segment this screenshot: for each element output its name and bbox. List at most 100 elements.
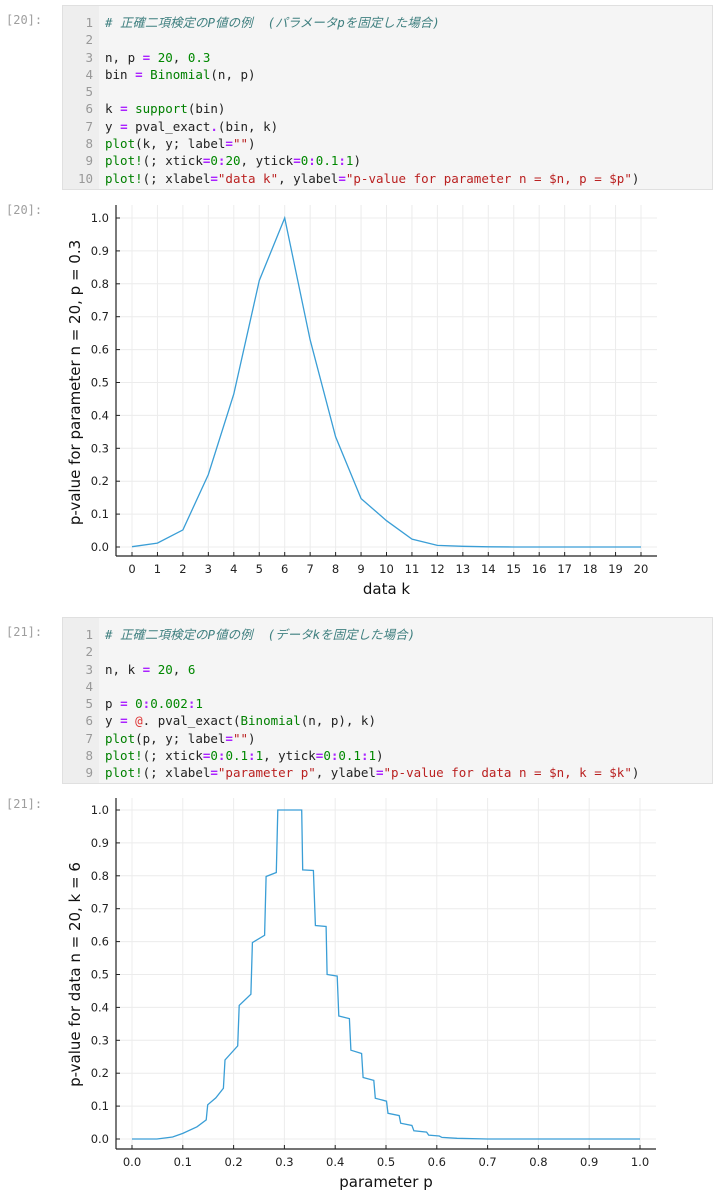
x-tick-label: 5 xyxy=(256,562,263,576)
code-token: = xyxy=(120,713,128,729)
x-tick-label: 2 xyxy=(179,562,186,576)
code-token: ) xyxy=(631,765,640,781)
code-line: 4 xyxy=(63,678,712,695)
code-token: "p-value for parameter n = $n, p = $p" xyxy=(345,170,632,186)
y-tick-label: 0.0 xyxy=(91,1132,109,1146)
code-token: , xyxy=(172,49,188,65)
code-line: 2 xyxy=(63,643,712,660)
code-token: n, p xyxy=(105,49,143,65)
x-tick-label: 0 xyxy=(128,562,135,576)
code-token: 0 xyxy=(210,153,218,169)
code-token: = xyxy=(375,765,384,781)
code-token: , xyxy=(172,661,188,677)
line-number: 4 xyxy=(85,66,93,82)
code-token: : xyxy=(142,696,151,712)
input-prompt: [20]: xyxy=(6,13,43,27)
line-number: 2 xyxy=(85,32,93,48)
code-token: y xyxy=(105,118,121,134)
code-token: ) xyxy=(248,730,256,746)
code-token: 1 xyxy=(345,153,354,169)
x-axis-label: data k xyxy=(363,580,411,598)
code-line: 9 plot!(; xlabel="parameter p", ylabel="p… xyxy=(63,764,712,781)
plot-output: 0.0 0.1 0.2 0.3 0.4 0.5 0.6 0.7 0.8 0.9 1.0 0.0 0.1 0… xyxy=(66,798,656,1191)
x-tick-label: 12 xyxy=(430,562,445,576)
x-tick-label: 17 xyxy=(557,562,572,576)
code-token: ) xyxy=(631,170,640,186)
code-token: (; xlabel xyxy=(142,765,211,781)
x-tick-label: 18 xyxy=(583,562,598,576)
x-axis-label: parameter p xyxy=(339,1173,432,1191)
y-tick-label: 0.4 xyxy=(91,408,109,422)
code-token: : xyxy=(338,153,346,169)
code-token: 0 xyxy=(210,748,218,764)
x-tick-label: 19 xyxy=(608,562,623,576)
code-token: = xyxy=(210,765,218,781)
y-tick-label: 0.2 xyxy=(91,1066,109,1080)
code-cell[interactable]: 1 # 正確二項検定のP値の例 (パラメータpを固定した場合) 2 3 n, p = 2… xyxy=(62,5,713,190)
code-token xyxy=(128,101,136,116)
x-tick-label: 3 xyxy=(205,562,212,576)
x-tick-label: 15 xyxy=(506,562,521,576)
code-token xyxy=(150,662,158,677)
code-token: @ xyxy=(135,713,143,729)
code-token: Binomial xyxy=(150,66,211,82)
code-token: 20 xyxy=(225,153,241,169)
code-token: = xyxy=(142,49,151,65)
code-token: : xyxy=(187,696,196,712)
line-number: 6 xyxy=(85,713,93,729)
code-cell[interactable]: 1 # 正確二項検定のP値の例 (データkを固定した場合) 2 3 n, k = 20,… xyxy=(62,617,713,784)
code-token: 0.1 xyxy=(315,153,339,169)
code-token: : xyxy=(308,153,316,169)
code-token: y xyxy=(105,713,121,729)
code-line: 8 plot!(; xtick=0:0.1:1, ytick=0:0.1:1) xyxy=(63,747,712,764)
code-token: plot! xyxy=(105,153,143,169)
code-token: pval_exact xyxy=(127,118,211,134)
plot-output: 0 1 2 3 4 5 6 7 8 9 10 11 12 13 14 15 16 17 18 19 200.00.10.… xyxy=(66,205,657,598)
y-tick-label: 0.3 xyxy=(91,441,109,455)
x-tick-label: 16 xyxy=(532,562,547,576)
y-tick-label: 0.7 xyxy=(91,310,109,324)
y-tick-label: 0.5 xyxy=(91,376,109,390)
y-axis-label: p-value for parameter n = 20, p = 0.3 xyxy=(66,240,84,525)
code-token: ) xyxy=(248,136,256,152)
code-token: = xyxy=(202,748,211,764)
code-token: plot! xyxy=(105,748,143,764)
code-token: = xyxy=(293,153,301,169)
y-tick-label: 0.6 xyxy=(91,343,109,357)
code-token: = xyxy=(135,66,143,82)
x-tick-label: 7 xyxy=(306,562,313,576)
code-token: Binomial xyxy=(240,713,301,729)
code-token: 1 xyxy=(368,748,377,764)
x-tick-label: 8 xyxy=(332,562,339,576)
x-tick-label: 0.7 xyxy=(478,1155,496,1169)
code-token: = xyxy=(120,118,128,134)
code-token xyxy=(150,50,158,65)
code-editor[interactable]: 1 # 正確二項検定のP値の例 (データkを固定した場合) 2 3 n, k = 20,… xyxy=(63,626,712,782)
code-token: = xyxy=(225,136,233,152)
y-tick-label: 0.6 xyxy=(91,935,109,949)
code-token: (bin) xyxy=(187,101,226,117)
y-tick-label: 0.2 xyxy=(91,474,109,488)
code-token: = xyxy=(142,661,151,677)
series-line xyxy=(131,215,641,548)
y-tick-label: 0.1 xyxy=(91,507,109,521)
line-number: 4 xyxy=(85,678,93,694)
code-editor[interactable]: 1 # 正確二項検定のP値の例 (パラメータpを固定した場合) 2 3 n, p = 2… xyxy=(63,14,712,187)
x-tick-label: 1 xyxy=(154,562,161,576)
code-token: 0 xyxy=(323,748,331,764)
x-tick-label: 0.2 xyxy=(224,1155,242,1169)
line-number: 1 xyxy=(85,627,93,642)
y-tick-label: 0.1 xyxy=(91,1099,109,1113)
y-tick-label: 0.8 xyxy=(91,277,109,291)
x-tick-label: 20 xyxy=(634,562,649,576)
x-tick-label: 0.0 xyxy=(123,1155,141,1169)
y-axis-label: p-value for data n = 20, k = 6 xyxy=(66,862,84,1087)
code-token: = xyxy=(225,730,233,746)
code-token: # 正確二項検定のP値の例 (データkを固定した場合) xyxy=(105,627,416,642)
code-token: , ytick xyxy=(240,153,294,169)
code-token: = xyxy=(202,153,211,169)
line-number: 9 xyxy=(85,153,93,169)
code-token: p xyxy=(105,696,121,712)
